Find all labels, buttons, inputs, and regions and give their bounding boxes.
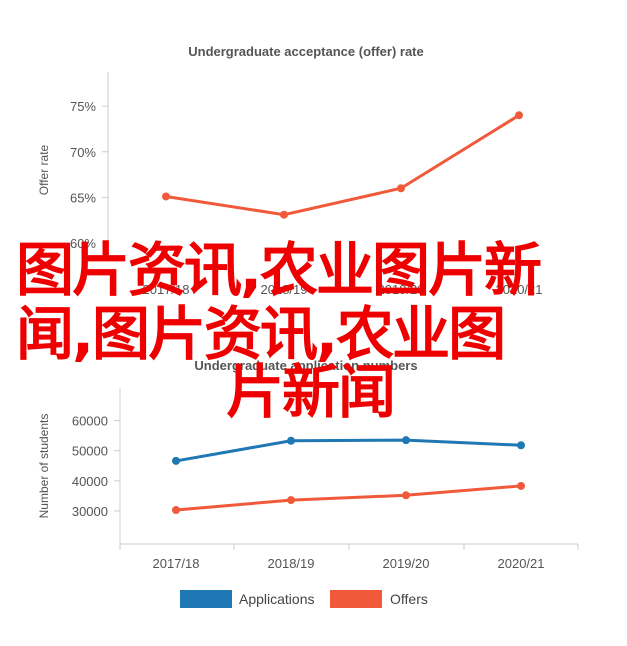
chart1-title: Undergraduate acceptance (offer) rate (188, 44, 424, 59)
chart1-series-0-point (280, 210, 288, 219)
chart1-x-tick-label: 2020/21 (496, 282, 543, 297)
chart2-series-line-1 (175, 484, 522, 512)
chart2-y-tick-label: 50000 (72, 444, 108, 459)
legend-label-offers: Offers (390, 591, 428, 607)
chart2-y-axis-label: Number of students (37, 414, 51, 519)
legend-label-applications: Applications (239, 591, 315, 607)
chart1-x-tick-label: 2017/18 (143, 282, 190, 297)
chart2-legend: Applications Offers (180, 590, 428, 608)
chart2-y-tick-label: 40000 (72, 474, 108, 489)
chart1-y-tick-label: 75% (70, 99, 96, 114)
chart2-series-0-point (402, 436, 410, 445)
chart2-x-tick-label: 2017/18 (153, 556, 200, 571)
chart2-series-line-0 (175, 438, 522, 463)
chart2-y-tick-label: 60000 (72, 414, 108, 429)
chart1-x-tick-label: 2018/19 (261, 282, 308, 297)
chart2-series-1-point (287, 496, 295, 505)
chart2-y-tick-label: 30000 (72, 504, 108, 519)
chart2-x-tick-label: 2018/19 (268, 556, 315, 571)
chart2-x-tick-label: 2019/20 (383, 556, 430, 571)
overlay-text-line-2: 闻,图片资讯,农业图 (16, 300, 506, 368)
chart2-series-1-point (517, 481, 525, 490)
legend-swatch-offers (330, 590, 382, 608)
chart1-series-0-point (397, 184, 405, 193)
chart2-series-0-point (287, 436, 295, 445)
chart2-title: Undergraduate application numbers (194, 358, 417, 373)
chart1-y-axis-label: Offer rate (37, 144, 51, 195)
chart2-series-1-point (402, 491, 410, 500)
chart1-y-tick-label: 60% (70, 236, 96, 251)
chart1-series-0-point (515, 111, 523, 120)
chart2-x-tick-label: 2020/21 (498, 556, 545, 571)
legend-swatch-applications (180, 590, 232, 608)
chart1-series-line-0 (165, 113, 520, 217)
chart1-y-tick-label: 70% (70, 145, 96, 160)
chart2-series-0-point (172, 456, 180, 465)
chart2-series-0-point (517, 441, 525, 450)
chart1-x-tick-label: 2019/20 (378, 282, 425, 297)
overlay-text-line-1: 图片资讯,农业图片新 (16, 236, 542, 304)
chart1-y-tick-label: 65% (70, 190, 96, 205)
chart1-series-0-point (162, 192, 170, 201)
chart2-series-1-point (172, 506, 180, 515)
overlay-text-line-3: 片新闻 (226, 358, 396, 426)
